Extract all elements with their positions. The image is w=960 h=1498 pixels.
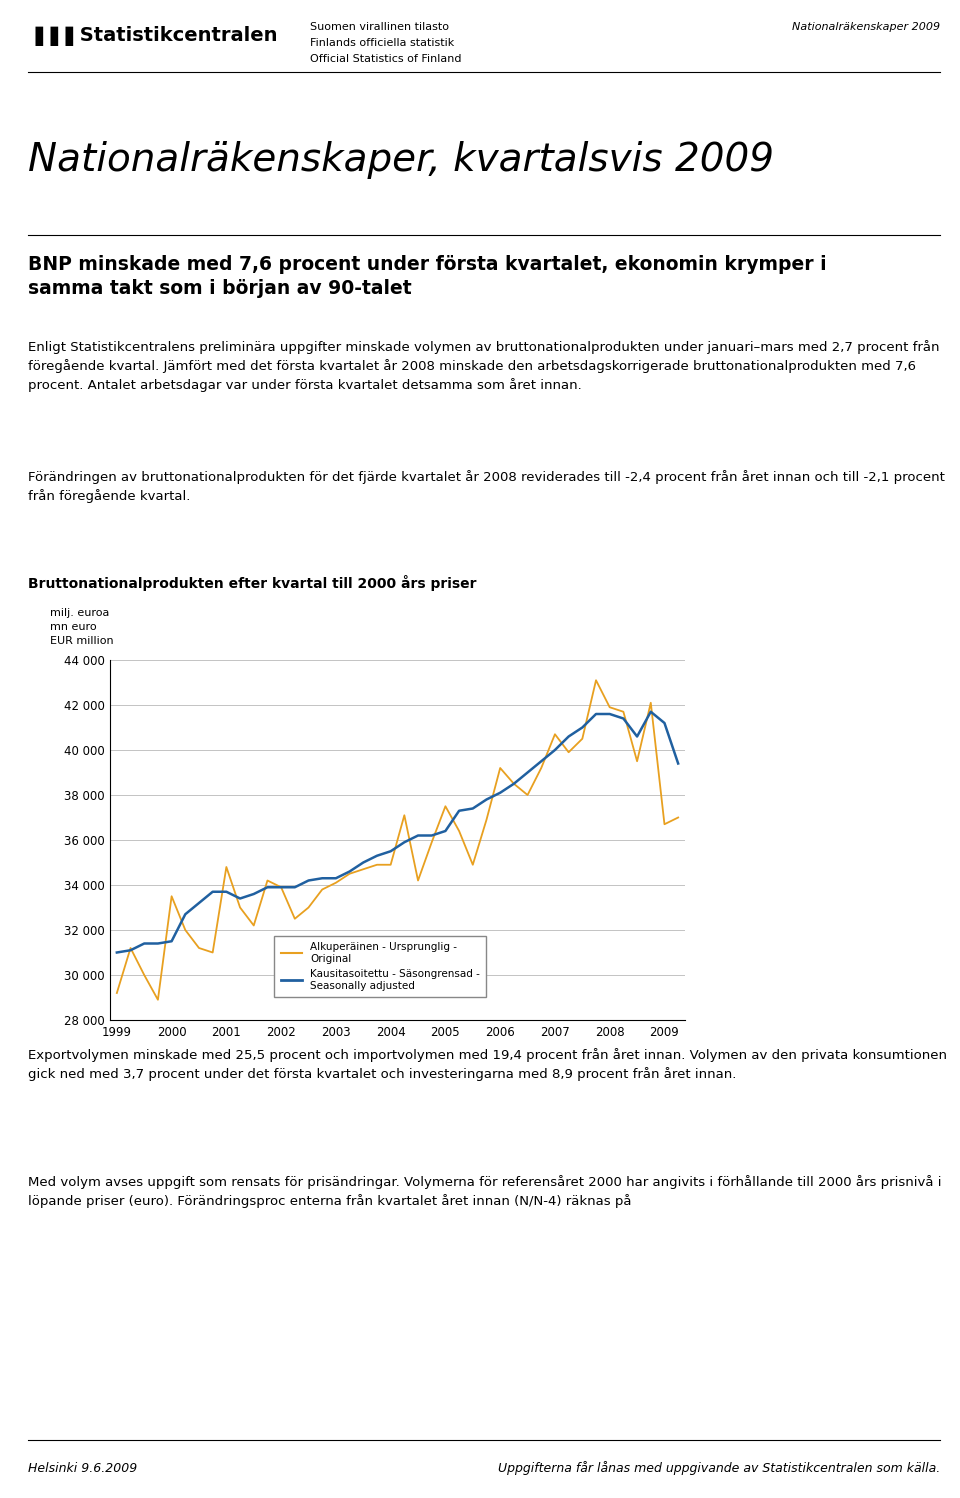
Text: Official Statistics of Finland: Official Statistics of Finland (310, 54, 462, 64)
Text: BNP minskade med 7,6 procent under första kvartalet, ekonomin krymper i
samma ta: BNP minskade med 7,6 procent under först… (28, 255, 827, 298)
Text: mn euro: mn euro (50, 622, 97, 632)
Text: Helsinki 9.6.2009: Helsinki 9.6.2009 (28, 1462, 137, 1474)
Text: Med volym avses uppgift som rensats för prisändringar. Volymerna för referensåre: Med volym avses uppgift som rensats för … (28, 1174, 942, 1207)
Text: Förändringen av bruttonationalprodukten för det fjärde kvartalet år 2008 revider: Förändringen av bruttonationalprodukten … (28, 470, 945, 503)
Text: ▐▐▐ Statistikcentralen: ▐▐▐ Statistikcentralen (28, 25, 277, 46)
Text: Enligt Statistikcentralens preliminära uppgifter minskade volymen av bruttonatio: Enligt Statistikcentralens preliminära u… (28, 340, 940, 392)
Text: Bruttonationalprodukten efter kvartal till 2000 års priser: Bruttonationalprodukten efter kvartal ti… (28, 575, 476, 592)
Text: Exportvolymen minskade med 25,5 procent och importvolymen med 19,4 procent från : Exportvolymen minskade med 25,5 procent … (28, 1049, 947, 1082)
Text: Finlands officiella statistik: Finlands officiella statistik (310, 37, 454, 48)
Text: Uppgifterna får lånas med uppgivande av Statistikcentralen som källa.: Uppgifterna får lånas med uppgivande av … (497, 1461, 940, 1476)
Text: EUR million: EUR million (50, 637, 113, 646)
Text: Nationalräkenskaper 2009: Nationalräkenskaper 2009 (792, 22, 940, 31)
Text: milj. euroa: milj. euroa (50, 608, 109, 619)
Legend: Alkuperäinen - Ursprunglig -
Original, Kausitasoitettu - Säsongrensad -
Seasonal: Alkuperäinen - Ursprunglig - Original, K… (275, 936, 486, 996)
Text: Nationalräkenskaper, kvartalsvis 2009: Nationalräkenskaper, kvartalsvis 2009 (28, 141, 774, 178)
Text: Suomen virallinen tilasto: Suomen virallinen tilasto (310, 22, 449, 31)
